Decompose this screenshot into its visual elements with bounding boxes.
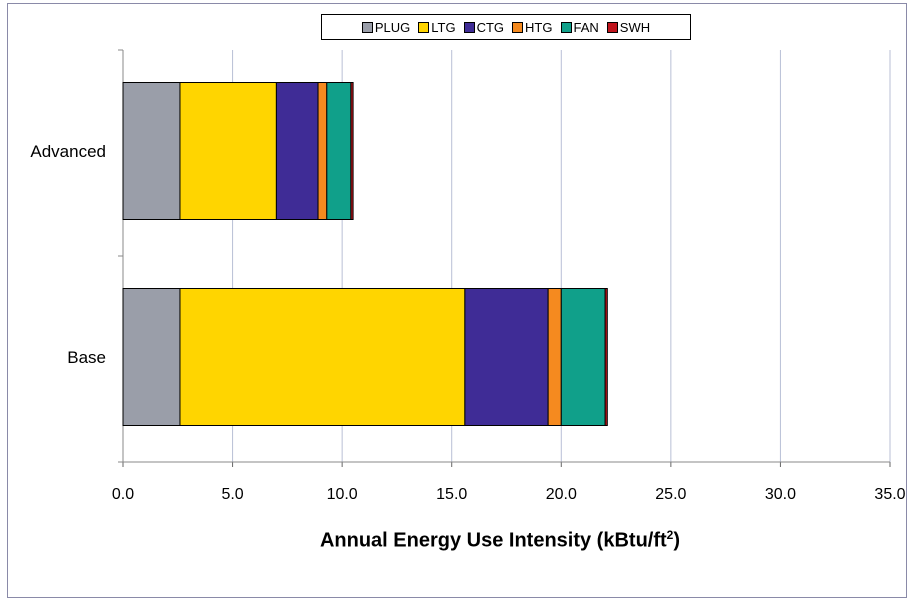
x-tick-label: 25.0	[655, 486, 686, 503]
legend-label: SWH	[619, 19, 651, 35]
bar-segment-htg	[547, 288, 562, 426]
bar-segment-ltg	[179, 288, 466, 426]
bar-segment-fan	[560, 288, 606, 426]
y-category-label: Advanced	[30, 142, 106, 161]
legend-item-plug: PLUG	[361, 19, 411, 35]
y-category-label: Base	[67, 348, 106, 367]
bar-segment-plug	[122, 288, 181, 426]
x-tick-label: 5.0	[221, 486, 243, 503]
x-tick-label: 30.0	[765, 486, 796, 503]
legend-item-ctg: CTG	[463, 19, 505, 35]
legend-item-ltg: LTG	[418, 19, 456, 35]
x-tick-label: 20.0	[546, 486, 577, 503]
x-axis-label-close: )	[673, 529, 681, 552]
bar-segment-plug	[122, 82, 181, 220]
legend-item-htg: HTG	[512, 19, 553, 35]
bar-segment-fan	[326, 82, 352, 220]
legend-swatch	[606, 21, 618, 33]
x-tick-label: 15.0	[436, 486, 467, 503]
bar-segment-swh	[350, 82, 354, 220]
legend: PLUG LTG CTG HTG FAN SWH	[321, 14, 691, 40]
x-tick-label: 0.0	[112, 486, 134, 503]
legend-label: HTG	[525, 19, 553, 35]
legend-swatch	[418, 21, 430, 33]
legend-swatch	[560, 21, 572, 33]
legend-label: LTG	[431, 19, 456, 35]
x-axis-label-main: Annual Energy Use Intensity (kBtu/ft	[319, 529, 667, 552]
legend-label: PLUG	[374, 19, 411, 35]
bar-segment-swh	[604, 288, 608, 426]
legend-item-fan: FAN	[560, 19, 599, 35]
legend-label: CTG	[476, 19, 505, 35]
x-tick-label: 10.0	[327, 486, 358, 503]
x-tick-label: 35.0	[874, 486, 905, 503]
legend-swatch	[463, 21, 475, 33]
bar-segment-ltg	[179, 82, 277, 220]
x-axis-label: Annual Energy Use Intensity (kBtu/ft2)	[270, 528, 730, 553]
bar-segment-htg	[317, 82, 328, 220]
legend-swatch	[361, 21, 373, 33]
legend-item-swh: SWH	[606, 19, 651, 35]
x-axis-label-superscript: 2	[666, 528, 674, 542]
bar-segment-ctg	[275, 82, 319, 220]
legend-label: FAN	[573, 19, 599, 35]
legend-swatch	[512, 21, 524, 33]
bar-segment-ctg	[464, 288, 549, 426]
